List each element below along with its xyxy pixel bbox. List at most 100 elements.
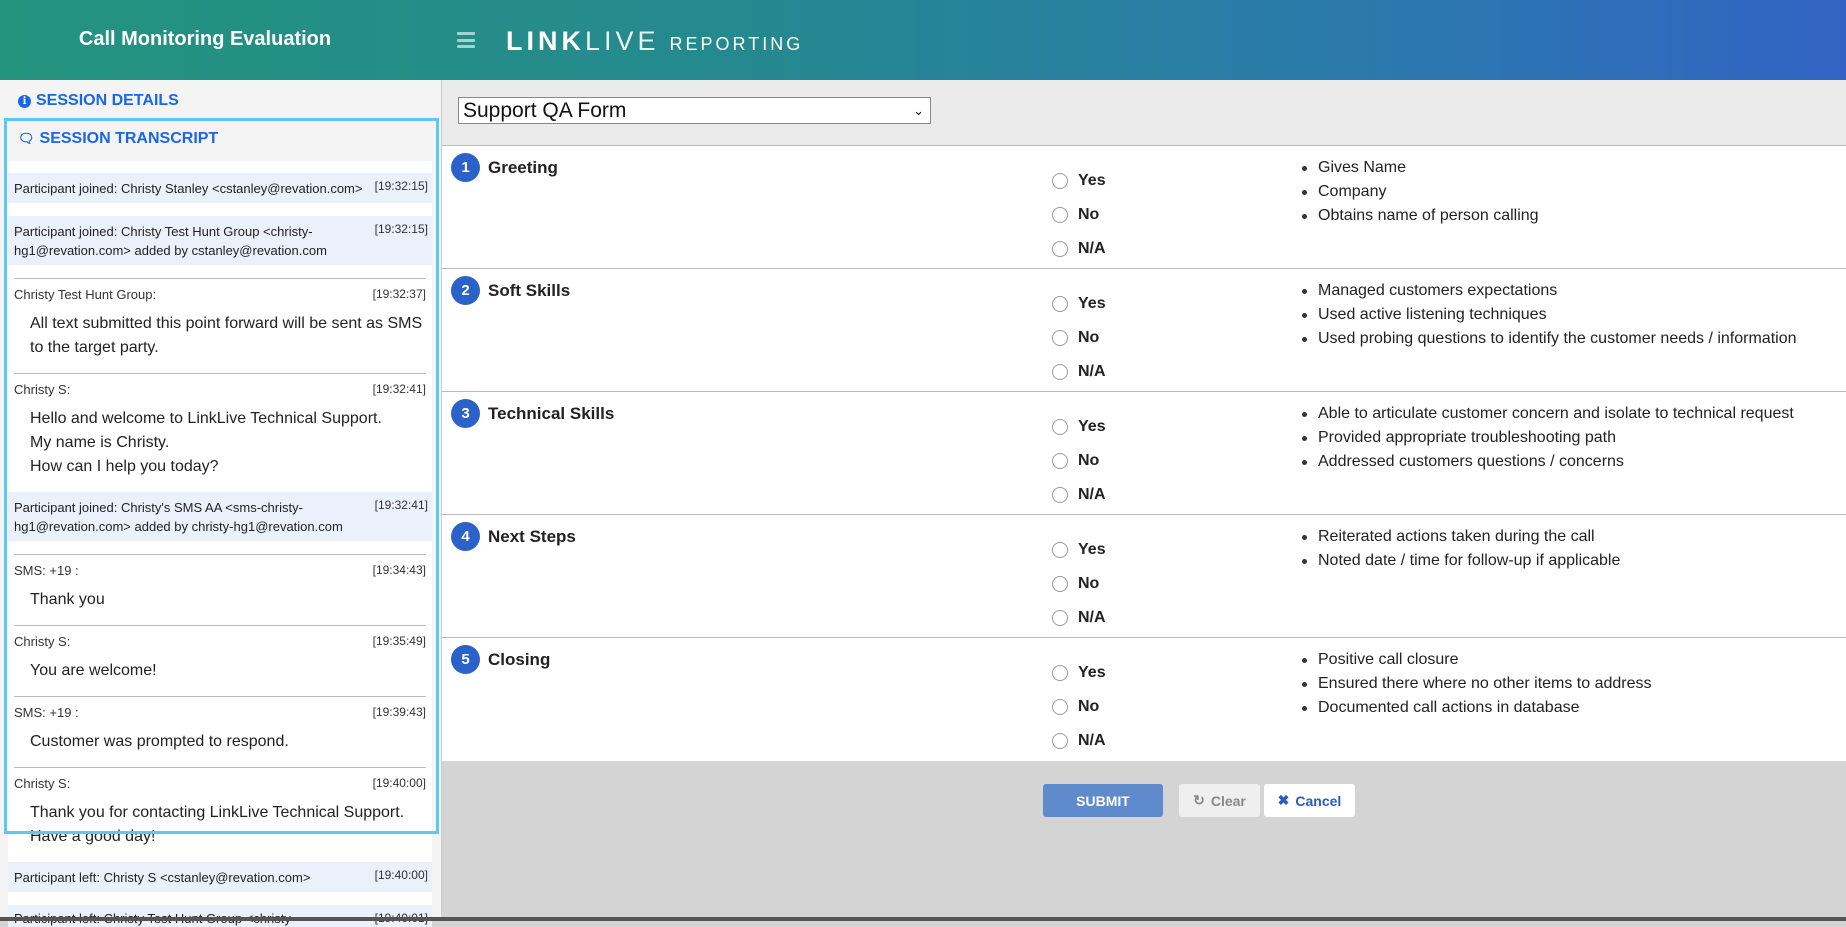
message-line: My name is Christy. [30, 434, 170, 451]
info-icon: i [18, 94, 31, 108]
criteria-list: Gives Name Company Obtains name of person … [1300, 156, 1539, 228]
menu-icon[interactable] [457, 32, 475, 48]
sender: Christy Test Hunt Group: [14, 287, 157, 302]
sender: Christy S: [14, 634, 71, 649]
radio-button[interactable] [1052, 699, 1068, 715]
criterion: Addressed customers questions / concerns [1300, 450, 1794, 474]
question-title: Next Steps [488, 527, 576, 546]
system-entry: Participant left: Christy S <cstanley@re… [8, 862, 432, 892]
criterion: Positive call closure [1300, 648, 1652, 672]
option-no[interactable]: No [1052, 321, 1106, 355]
answer-options: Yes No N/A [1052, 164, 1106, 266]
option-yes[interactable]: Yes [1052, 287, 1106, 321]
question-closing: 5 Closing Yes No N/A Positive call closure Ens… [442, 638, 1846, 761]
question-number-badge: 5 [451, 645, 480, 674]
option-no[interactable]: No [1052, 444, 1106, 478]
option-na[interactable]: N/A [1052, 601, 1106, 635]
question-title: Closing [488, 650, 551, 669]
question-next-steps: 4 Next Steps Yes No N/A Reiterated actions ta… [442, 515, 1846, 638]
radio-button[interactable] [1052, 453, 1068, 469]
timestamp: [19:32:37] [372, 287, 426, 301]
option-yes[interactable]: Yes [1052, 164, 1106, 198]
option-na[interactable]: N/A [1052, 478, 1106, 512]
option-yes[interactable]: Yes [1052, 656, 1106, 690]
radio-button[interactable] [1052, 241, 1068, 257]
main-panel: Support QA Form ⌄ 1 Greeting Yes No N/A Gives … [442, 80, 1846, 921]
app-header: Call Monitoring Evaluation LINKLIVE REPOR… [0, 0, 1846, 80]
system-entry: Participant joined: Christy's SMS AA <sm… [8, 492, 432, 541]
message-line: Customer was prompted to respond. [30, 733, 289, 750]
message-line: Thank you [30, 591, 105, 608]
chevron-down-icon: ⌄ [913, 103, 924, 118]
question-title: Soft Skills [488, 281, 571, 300]
question-number-badge: 4 [451, 522, 480, 551]
option-yes[interactable]: Yes [1052, 410, 1106, 444]
message-entry: Christy Test Hunt Group: [19:32:37] All te… [14, 278, 426, 360]
option-no[interactable]: No [1052, 690, 1106, 724]
message-line: Thank you for contacting LinkLive Techni… [30, 804, 405, 821]
app-title: Call Monitoring Evaluation [78, 28, 332, 50]
system-entry: Participant joined: Christy Test Hunt Gr… [8, 216, 432, 265]
radio-button[interactable] [1052, 542, 1068, 558]
message-entry: Christy S: [19:32:41] Hello and welcome to… [14, 373, 426, 479]
sender: SMS: +19 : [14, 563, 79, 578]
timestamp: [19:32:41] [374, 498, 428, 512]
radio-button[interactable] [1052, 364, 1068, 380]
refresh-icon: ↻ [1193, 792, 1205, 808]
criterion: Able to articulate customer concern and … [1300, 402, 1794, 426]
bottom-edge [0, 917, 1846, 921]
criterion: Ensured there where no other items to ad… [1300, 672, 1652, 696]
radio-button[interactable] [1052, 733, 1068, 749]
option-no[interactable]: No [1052, 567, 1106, 601]
option-na[interactable]: N/A [1052, 355, 1106, 389]
radio-button[interactable] [1052, 207, 1068, 223]
message-entry: SMS: +19 : [19:34:43] Thank you [14, 554, 426, 612]
criterion: Obtains name of person calling [1300, 204, 1539, 228]
radio-button[interactable] [1052, 296, 1068, 312]
criterion: Used active listening techniques [1300, 303, 1797, 327]
system-entry: Participant joined: Christy Stanley <cst… [8, 173, 432, 203]
option-na[interactable]: N/A [1052, 232, 1106, 266]
answer-options: Yes No N/A [1052, 533, 1106, 635]
question-soft-skills: 2 Soft Skills Yes No N/A Managed customers ex… [442, 269, 1846, 392]
radio-button[interactable] [1052, 173, 1068, 189]
criteria-list: Managed customers expectations Used activ… [1300, 279, 1797, 351]
session-details-tab[interactable]: i SESSION DETAILS [18, 92, 179, 110]
radio-button[interactable] [1052, 610, 1068, 626]
question-title: Technical Skills [488, 404, 615, 423]
question-number-badge: 3 [451, 399, 480, 428]
question-technical-skills: 3 Technical Skills Yes No N/A Able to articul… [442, 392, 1846, 515]
clear-button[interactable]: ↻ Clear [1179, 784, 1260, 817]
radio-button[interactable] [1052, 419, 1068, 435]
message-entry: Christy S: [19:35:49] You are welcome! [14, 625, 426, 683]
answer-options: Yes No N/A [1052, 287, 1106, 389]
radio-button[interactable] [1052, 330, 1068, 346]
criteria-list: Reiterated actions taken during the call… [1300, 525, 1620, 573]
sender: SMS: +19 : [14, 705, 79, 720]
option-na[interactable]: N/A [1052, 724, 1106, 758]
criterion: Noted date / time for follow-up if appli… [1300, 549, 1620, 573]
transcript-list[interactable]: Participant joined: Christy Stanley <cst… [8, 160, 432, 927]
criterion: Documented call actions in database [1300, 696, 1652, 720]
radio-button[interactable] [1052, 665, 1068, 681]
option-yes[interactable]: Yes [1052, 533, 1106, 567]
session-transcript-tab[interactable]: 🗨 SESSION TRANSCRIPT [18, 130, 219, 147]
message-line: All text submitted this point forward wi… [30, 315, 423, 356]
submit-button[interactable]: SUBMIT [1043, 784, 1163, 817]
message-entry: SMS: +19 : [19:39:43] Customer was prompte… [14, 696, 426, 754]
message-entry: Christy S: [19:40:00] Thank you for contac… [14, 767, 426, 849]
criterion: Reiterated actions taken during the call [1300, 525, 1620, 549]
criterion: Used probing questions to identify the c… [1300, 327, 1797, 351]
sender: Christy S: [14, 382, 71, 397]
criterion: Gives Name [1300, 156, 1539, 180]
cancel-button[interactable]: ✖ Cancel [1264, 784, 1355, 817]
radio-button[interactable] [1052, 487, 1068, 503]
radio-button[interactable] [1052, 576, 1068, 592]
option-no[interactable]: No [1052, 198, 1106, 232]
chat-bubbles-icon: 🗨 [18, 131, 35, 146]
timestamp: [19:32:15] [374, 179, 428, 193]
form-select[interactable]: Support QA Form ⌄ [458, 97, 931, 124]
question-number-badge: 2 [451, 276, 480, 305]
system-entry: Participant left: Christy Test Hunt Grou… [8, 905, 432, 927]
qa-form: 1 Greeting Yes No N/A Gives Name Company Obtain… [442, 145, 1846, 761]
